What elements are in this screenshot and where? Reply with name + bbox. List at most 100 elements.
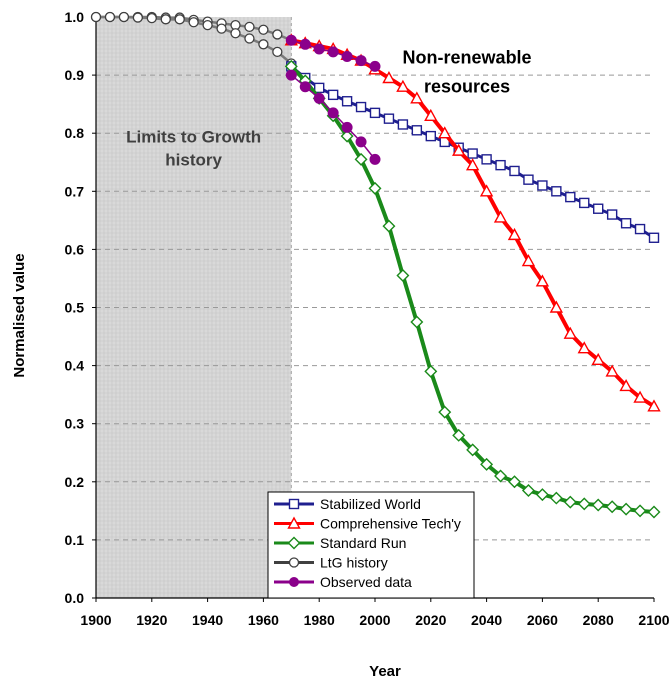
legend-label: LtG history (320, 555, 388, 571)
stabilized-world-point (648, 232, 660, 243)
ltg-history-point (132, 12, 144, 23)
y-tick-label: 0.8 (65, 125, 85, 141)
standard-run-point (494, 469, 508, 483)
standard-run-point (466, 443, 480, 457)
observed-data-point (299, 81, 311, 93)
ltg-history-upper-point (258, 24, 269, 35)
x-tick-label: 2060 (527, 612, 558, 628)
legend-label: Comprehensive Tech'y (320, 516, 461, 532)
comprehensive-tech-y-point (535, 274, 550, 287)
stabilized-world-point (355, 101, 367, 113)
comprehensive-tech-y-point (563, 326, 577, 339)
ltg-history-point (90, 11, 102, 23)
stabilized-world-point (551, 186, 562, 197)
comprehensive-tech-y-point (591, 352, 605, 365)
standard-run-point (410, 315, 424, 329)
comprehensive-tech-y-point (577, 341, 591, 354)
stabilized-world-point (467, 148, 478, 159)
series-layer (90, 11, 661, 519)
comprehensive-tech-y-point (605, 364, 619, 377)
y-tick-label: 0.1 (65, 532, 85, 548)
y-tick-label: 0.7 (65, 183, 85, 199)
stabilized-world-point (606, 209, 618, 220)
ltg-history-point (104, 11, 116, 23)
comprehensive-tech-y-point (549, 300, 564, 313)
standard-run-point (619, 502, 633, 516)
stabilized-world-point (411, 125, 423, 136)
stabilized-world-point (565, 191, 576, 203)
standard-run-point (424, 364, 438, 378)
legend-item: Stabilized World (274, 496, 421, 512)
observed-data-point (285, 69, 297, 81)
comprehensive-tech-y-point (521, 254, 536, 267)
ltg-history-point (174, 14, 185, 25)
comprehensive-tech-y-point (479, 184, 494, 197)
observed-data-point (355, 136, 367, 148)
legend-swatch-marker (288, 498, 300, 510)
standard-run-point (368, 181, 382, 195)
y-tick-label: 1.0 (65, 9, 85, 25)
stabilized-world-point (509, 165, 520, 177)
observed-data-point (341, 121, 353, 133)
stabilized-world-point (634, 223, 646, 235)
ltg-history-upper-point (272, 29, 283, 40)
ltg-history-point (188, 17, 199, 28)
x-tick-label: 1980 (304, 612, 335, 628)
standard-run-point (577, 497, 591, 511)
standard-run-point (563, 495, 577, 509)
stabilized-world-point (341, 96, 353, 107)
ltg-history-point (230, 28, 241, 39)
legend-item: Observed data (274, 574, 412, 590)
comprehensive-tech-y-point (452, 143, 466, 156)
series-standard-run (284, 59, 661, 519)
x-tick-label: 1900 (80, 612, 111, 628)
y-tick-label: 0.4 (65, 358, 85, 374)
annotation-text: Non-renewable (403, 47, 532, 67)
comprehensive-tech-y-point (438, 126, 452, 139)
standard-run-point (535, 488, 549, 502)
annotations: Non-renewable resources Limits to Growth hi… (126, 47, 531, 169)
ltg-history-point (272, 46, 283, 58)
annotation-text: history (165, 151, 222, 170)
stabilized-world-point (314, 82, 325, 94)
y-tick-label: 0.5 (65, 300, 85, 316)
standard-run-point (647, 505, 661, 519)
comprehensive-tech-y-point (410, 91, 424, 104)
series-ltg-history (90, 11, 297, 69)
ltg-history-point (202, 19, 213, 31)
standard-run-point (591, 498, 605, 512)
ltg-history-point (244, 33, 255, 44)
comprehensive-tech-y-point (493, 210, 508, 223)
x-tick-label: 2000 (359, 612, 390, 628)
observed-data-upper-point (299, 38, 311, 50)
stabilized-world-point (481, 154, 492, 165)
ltg-history-upper-point (244, 21, 255, 33)
legend-label: Observed data (320, 574, 412, 590)
standard-run-point (480, 457, 494, 471)
standard-run-point (452, 428, 466, 442)
comprehensive-tech-y-point (382, 71, 396, 84)
y-tick-label: 0.6 (65, 241, 85, 257)
ltg-history-point (146, 13, 157, 24)
ltg-history-point (216, 23, 227, 34)
legend-swatch-marker (289, 577, 299, 587)
annotation-text: resources (424, 77, 510, 97)
standard-run-point (382, 219, 396, 233)
series-observed-data-upper (285, 34, 381, 72)
standard-run-point (521, 484, 535, 498)
observed-data-point (369, 153, 381, 165)
observed-data-upper-point (285, 34, 297, 46)
comprehensive-tech-y-point (647, 399, 661, 412)
comprehensive-tech-y-point (633, 390, 647, 403)
stabilized-world-point (397, 119, 409, 130)
stabilized-world-point (369, 107, 381, 119)
legend: Stabilized World Comprehensive Tech'y Stan… (267, 491, 475, 599)
y-tick-label: 0.2 (65, 474, 85, 490)
y-tick-label: 0.9 (65, 67, 85, 83)
observed-data-upper-point (341, 51, 353, 63)
comprehensive-tech-y-point (424, 108, 438, 121)
x-tick-label: 2040 (471, 612, 502, 628)
legend-box (267, 491, 475, 599)
legend-swatch-marker (288, 557, 300, 568)
stabilized-world-point (620, 218, 632, 229)
